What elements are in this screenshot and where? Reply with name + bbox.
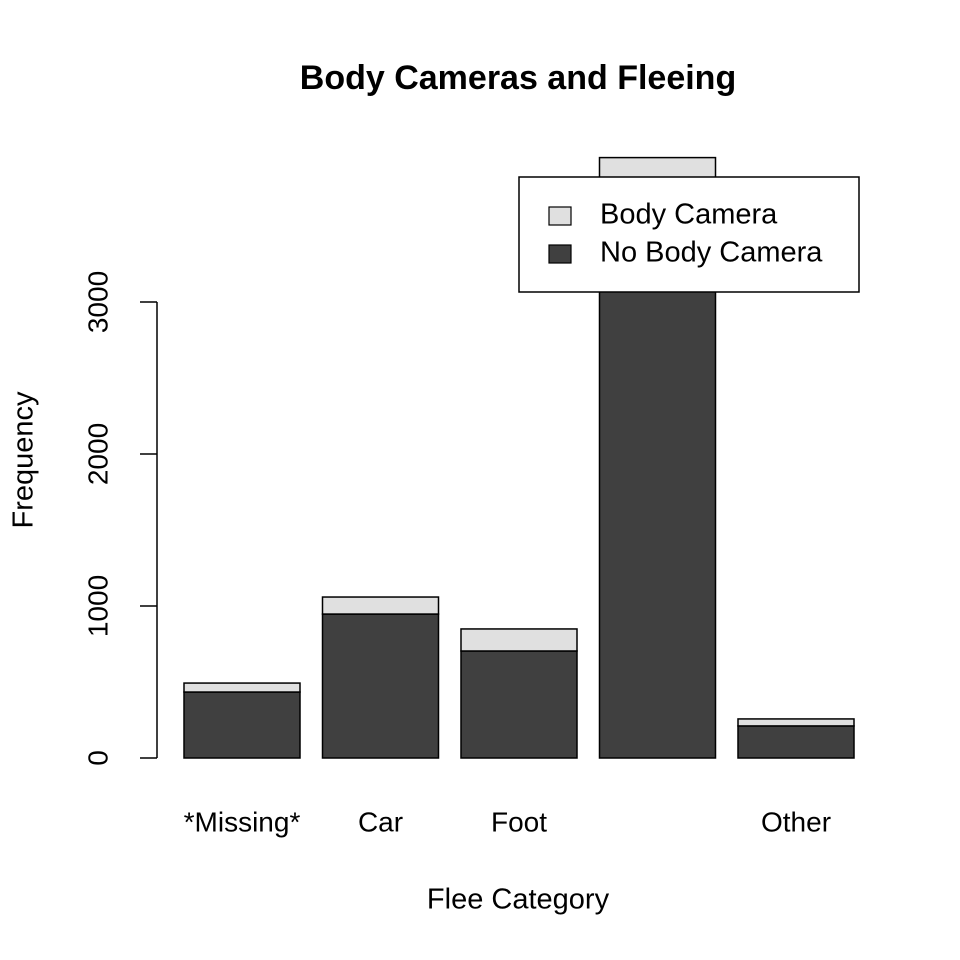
y-tick-label: 0 — [82, 750, 113, 766]
bar-segment — [321, 596, 440, 615]
bar-segment — [737, 718, 855, 727]
x-tick-label: Car — [358, 806, 403, 837]
bar-segment — [321, 613, 440, 759]
chart-title: Body Cameras and Fleeing — [300, 59, 736, 97]
y-tick-label: 1000 — [82, 575, 113, 637]
legend-box — [518, 176, 860, 293]
legend-label: Body Camera — [600, 199, 778, 231]
bar-segment — [598, 228, 717, 759]
legend-swatch — [548, 206, 572, 226]
x-tick-label: *Missing* — [184, 806, 301, 837]
y-tick-label: 3000 — [82, 271, 113, 333]
y-tick-label: 2000 — [82, 423, 113, 485]
x-tick-label: Foot — [491, 806, 547, 837]
y-axis-title: Frequency — [8, 391, 40, 529]
x-tick-label: Other — [761, 806, 831, 837]
x-axis-title: Flee Category — [427, 884, 610, 916]
bar-segment — [737, 725, 855, 759]
bar-segment — [460, 650, 578, 759]
bar-segment — [183, 691, 301, 759]
legend-label: No Body Camera — [600, 237, 823, 269]
bar-segment — [183, 682, 301, 693]
bar-segment — [460, 628, 578, 652]
legend-swatch — [548, 244, 572, 264]
